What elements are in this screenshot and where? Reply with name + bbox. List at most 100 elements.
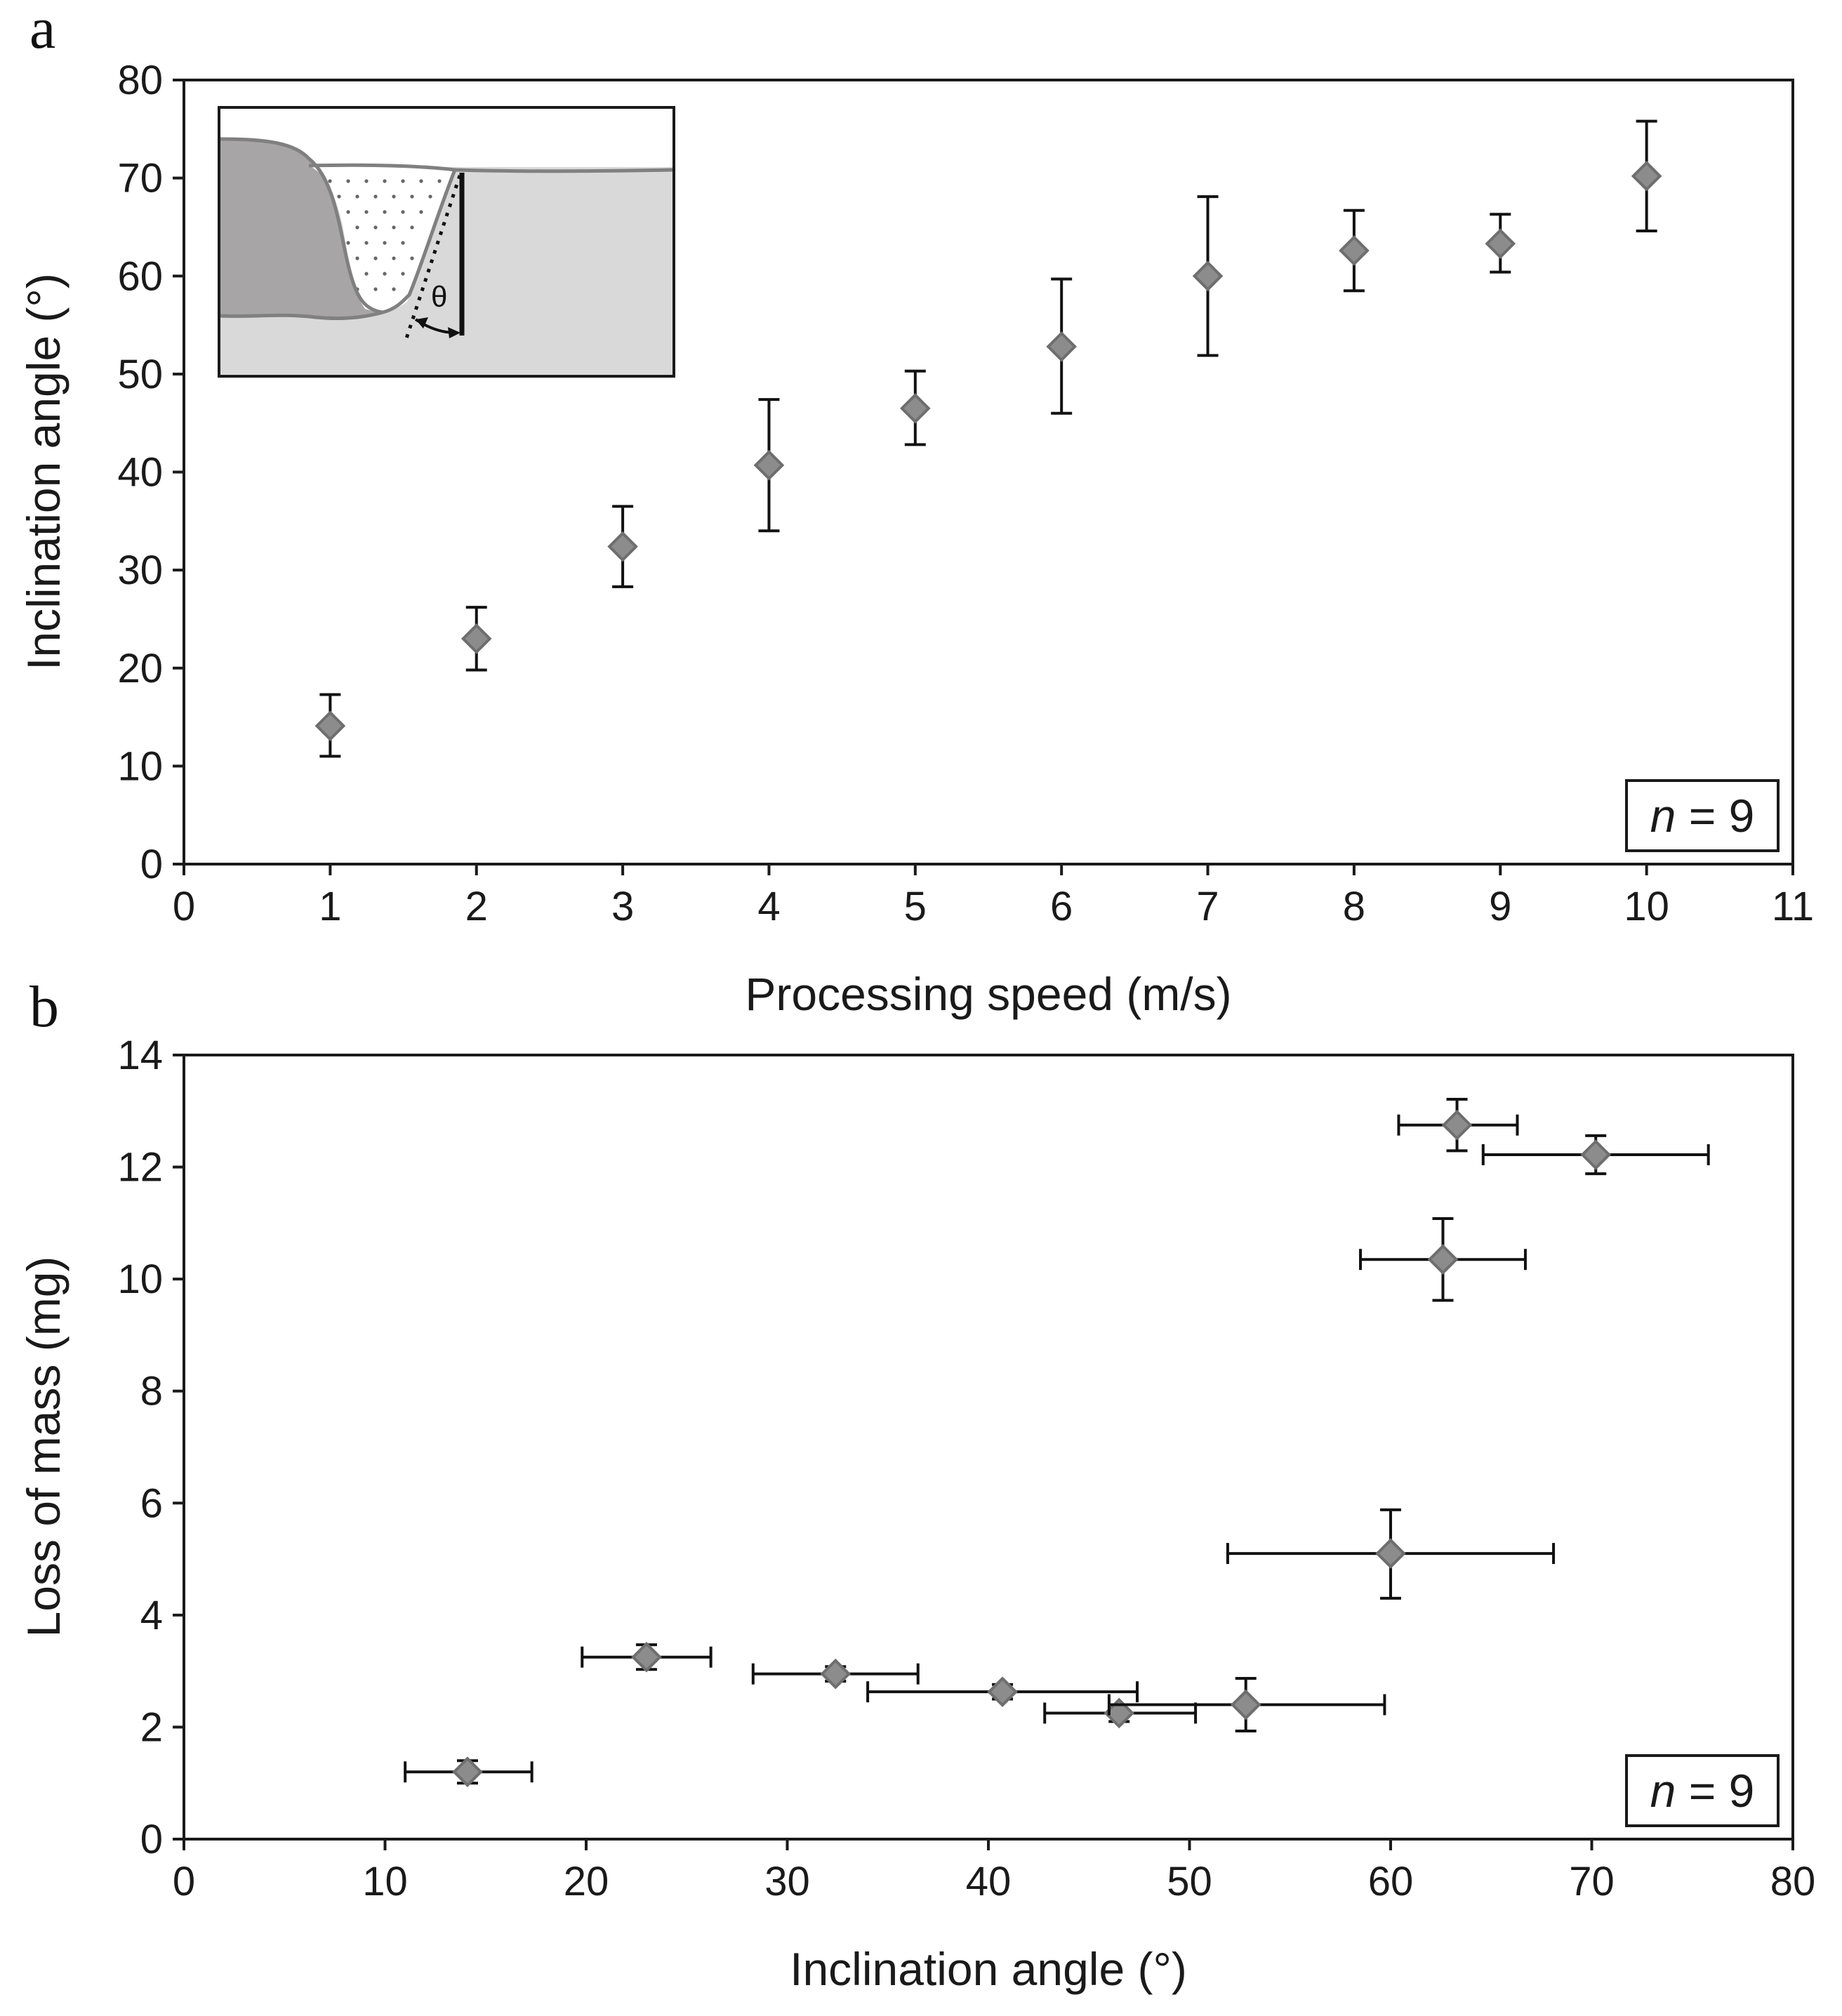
panel-a-x-tick-label: 9 <box>1489 884 1511 929</box>
panel-a-marker <box>607 531 638 562</box>
panel-b-y-tick-label: 4 <box>140 1593 163 1638</box>
inset-stipple-dot <box>355 256 359 260</box>
panel-b-n-label: n = 9 <box>1650 1765 1755 1817</box>
panel-a-y-tick-label: 50 <box>117 352 163 397</box>
panel-b-x-tick-label: 70 <box>1569 1859 1615 1904</box>
panel-a-x-tick-label: 3 <box>611 884 634 929</box>
panel-b-data-point <box>1107 1677 1386 1733</box>
inset-stipple-dot <box>373 287 378 291</box>
inset-theta-label: θ <box>431 280 447 313</box>
panel-a-ticks: 0 1 2 3 4 5 6 7 8 9 10 11 0 10 20 30 40 50 60 70 80 <box>117 58 1814 929</box>
panel-b-marker <box>1427 1244 1459 1275</box>
panel-a-points <box>314 119 1662 758</box>
panel-a-marker <box>1339 235 1370 266</box>
panel-b-x-axis-label: Inclination angle (°) <box>790 1943 1187 1995</box>
inset-surface <box>308 163 456 172</box>
panel-a-y-tick-label: 10 <box>117 743 163 789</box>
panel-a-marker <box>1485 228 1516 260</box>
panel-a-y-axis-label: Inclination angle (°) <box>18 273 69 670</box>
inset-stipple-dot <box>364 210 369 214</box>
panel-b-marker <box>1580 1139 1612 1170</box>
panel-a-data-point <box>1631 119 1662 233</box>
panel-a-n-frame <box>1625 779 1780 852</box>
panel-a-marker <box>1192 260 1224 292</box>
panel-a-data-point <box>460 606 492 672</box>
panel-a-data-point <box>1339 208 1370 293</box>
panel-a-marker <box>460 623 492 654</box>
panel-a-marker <box>753 449 785 481</box>
panel-b-x-tick-label: 40 <box>966 1859 1012 1904</box>
inset-stipple-dot <box>355 225 359 230</box>
inset-stipple-dot <box>401 272 405 276</box>
inset-stipple-dot <box>392 287 396 291</box>
panel-a-x-tick-label: 7 <box>1196 884 1219 929</box>
panel-b-x-tick-label: 60 <box>1368 1859 1414 1904</box>
panel-b-y-tick-label: 0 <box>140 1817 163 1862</box>
panel-b-y-tick-label: 10 <box>117 1256 163 1302</box>
panel-a-x-tick-label: 1 <box>319 884 341 929</box>
panel-b-marker <box>820 1658 852 1690</box>
panel-a-y-tick-label: 60 <box>117 253 163 299</box>
panel-a-data-point <box>1046 277 1078 415</box>
panel-a-x-tick-label: 6 <box>1050 884 1073 929</box>
inset-stipple-dot <box>346 179 350 183</box>
panel-b-y-tick-label: 14 <box>117 1033 163 1078</box>
panel-a-x-tick-label: 10 <box>1624 884 1669 929</box>
inset-stipple-dot <box>419 179 423 183</box>
panel-a-marker <box>1046 331 1078 362</box>
panel-a-data-point <box>314 693 346 758</box>
panel-a-y-tick-label: 80 <box>117 58 163 103</box>
inset-stipple-dot <box>364 272 369 276</box>
inset-stipple-dot <box>392 194 396 199</box>
inset-contour <box>220 168 673 321</box>
panel-b-marker <box>1375 1538 1406 1569</box>
panel-b: b 0 10 20 30 40 50 60 70 80 0 2 4 6 8 10 12 14 n = 9 Inc… <box>18 974 1815 1995</box>
panel-b-data-point <box>1226 1508 1556 1600</box>
panel-b-x-tick-label: 50 <box>1167 1859 1212 1904</box>
panel-a-x-axis-label: Processing speed (m/s) <box>745 968 1231 1020</box>
inset-stipple-dot <box>383 272 387 276</box>
panel-a-data-point <box>753 398 785 533</box>
panel-b-x-tick-label: 80 <box>1770 1859 1816 1904</box>
panel-b-y-axis-label: Loss of mass (mg) <box>18 1256 69 1638</box>
panel-b-data-point <box>1481 1134 1710 1176</box>
panel-b-points <box>404 1098 1710 1788</box>
panel-a-data-point <box>899 369 931 446</box>
panel-a-data-point <box>607 505 638 588</box>
panel-b-n-frame <box>1625 1754 1780 1827</box>
panel-a-x-tick-label: 0 <box>173 884 195 929</box>
inset-stipple-dot <box>364 241 369 245</box>
inset-cross-section: θ <box>218 106 675 378</box>
panel-a-x-tick-label: 5 <box>904 884 927 929</box>
panel-b-x-tick-label: 0 <box>173 1859 195 1904</box>
inset-stipple-dot <box>401 241 405 245</box>
inset-stipple-dot <box>328 179 332 183</box>
panel-b-marker <box>1230 1689 1261 1720</box>
panel-b-x-tick-label: 30 <box>764 1859 810 1904</box>
panel-b-marker <box>631 1641 662 1673</box>
panel-b-marker <box>452 1756 483 1788</box>
panel-a-letter: a <box>29 0 55 61</box>
panel-b-letter: b <box>29 974 59 1040</box>
panel-a-y-tick-label: 40 <box>117 450 163 496</box>
panel-a-y-tick-label: 70 <box>117 156 163 201</box>
panel-b-y-tick-label: 8 <box>140 1369 163 1414</box>
inset-arrow-left <box>416 317 428 329</box>
inset-stipple-dot <box>410 194 414 199</box>
panel-b-n-box: n = 9 <box>1625 1754 1780 1827</box>
panel-b-y-tick-label: 12 <box>117 1145 163 1191</box>
panel-a-x-tick-label: 2 <box>465 884 488 929</box>
panel-b-marker <box>987 1676 1018 1707</box>
panel-a-x-tick-label: 8 <box>1343 884 1365 929</box>
panel-a-data-point <box>1485 213 1516 274</box>
panel-a-n-label: n = 9 <box>1650 790 1755 842</box>
inset-stipple-dot <box>392 256 396 260</box>
panel-b-x-tick-label: 10 <box>362 1859 408 1904</box>
panel-a-data-point <box>1192 195 1224 357</box>
inset-stipple-dot <box>383 241 387 245</box>
inset-stipple-dot <box>401 210 405 214</box>
panel-a-y-tick-label: 0 <box>140 842 163 887</box>
inset-stipple-dot <box>437 179 442 183</box>
panel-a-x-tick-label: 4 <box>757 884 780 929</box>
